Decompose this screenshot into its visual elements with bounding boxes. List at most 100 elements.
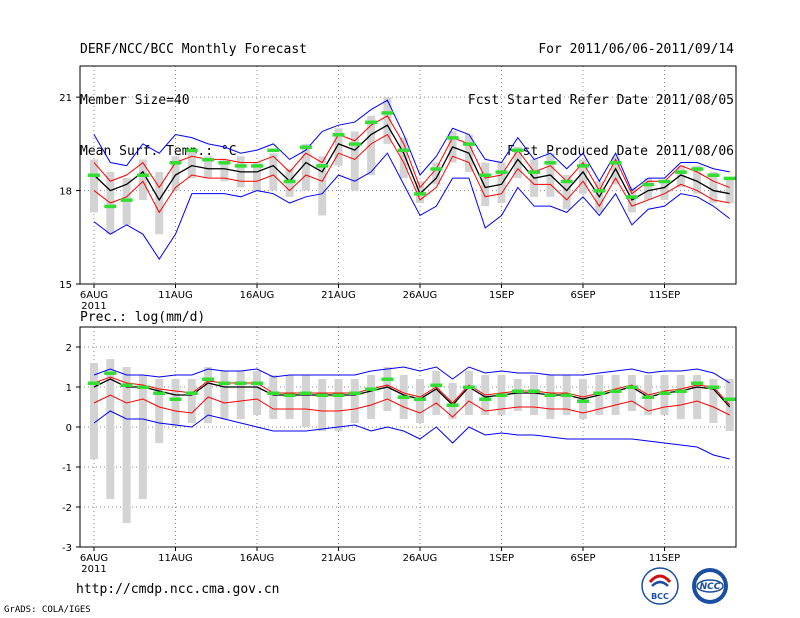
variable-label: Mean Surf. Temp.: °C (80, 144, 237, 159)
prec-observed-mark (169, 397, 182, 401)
prec-observed-mark (691, 381, 704, 385)
temp-xtick-label: 6SEP (570, 290, 595, 301)
prec-range-box (301, 375, 310, 427)
prec-observed-mark (593, 391, 606, 395)
temp-observed-mark (723, 176, 736, 181)
prec-observed-mark (642, 395, 655, 399)
prec-year-label: 2011 (81, 564, 106, 575)
prec-range-box (138, 375, 147, 499)
prec-ytick-label: 1 (66, 383, 72, 394)
prec-range-box (383, 367, 392, 411)
temp-range-box (318, 156, 327, 216)
temp-observed-mark (658, 179, 671, 184)
prec-observed-mark (560, 393, 573, 397)
prec-range-box (464, 371, 473, 415)
prec-observed-mark (348, 391, 361, 395)
prec-observed-mark (397, 395, 410, 399)
temp-observed-mark (251, 164, 263, 168)
prec-observed-mark (707, 385, 720, 389)
prec-observed-mark (723, 397, 736, 401)
temp-range-box (350, 131, 359, 191)
bcc-logo: BCC (641, 567, 679, 605)
prec-observed-mark (414, 397, 426, 401)
temp-range-box (171, 156, 180, 191)
temp-xtick-label: 11AUG (158, 290, 193, 301)
prec-range-box (350, 379, 359, 423)
temp-observed-mark (136, 173, 149, 177)
prec-observed-mark (120, 383, 133, 387)
prec-range-box (171, 379, 180, 427)
temp-xtick-label: 21AUG (321, 290, 356, 301)
prec-ytick-label: 2 (66, 343, 72, 354)
temp-range-box (90, 159, 98, 213)
temp-range-box (725, 178, 734, 204)
temp-observed-mark (267, 148, 280, 153)
prec-range-box (269, 375, 278, 419)
prec-range-box (106, 359, 115, 499)
temp-observed-mark (593, 189, 606, 193)
prec-range-box (334, 379, 343, 431)
prec-range-box (318, 379, 327, 431)
prec-observed-mark (251, 381, 263, 385)
source-url[interactable]: http://cmdp.ncc.cma.gov.cn (76, 582, 280, 597)
prec-line-ensemble-mean (93, 378, 731, 408)
temp-range-box (383, 97, 392, 144)
prec-range-box (611, 375, 620, 415)
temp-range-box (334, 128, 343, 166)
prec-observed-mark (267, 391, 280, 395)
temp-observed-mark (202, 157, 215, 162)
header-right: For 2011/06/06-2011/09/14 Fcst Started R… (468, 12, 734, 180)
temp-observed-mark (414, 192, 426, 196)
temp-observed-mark (185, 148, 198, 153)
temp-observed-mark (625, 195, 638, 199)
temp-observed-mark (430, 167, 443, 171)
prec-observed-mark (658, 391, 671, 395)
prec-xtick-label: 11AUG (158, 553, 193, 564)
temp-observed-mark (495, 170, 508, 174)
temp-xtick-label: 1SEP (489, 290, 514, 301)
prec-range-box (448, 383, 457, 419)
prec-xtick-label: 6AUG (80, 553, 108, 564)
temp-observed-mark (88, 173, 100, 177)
prec-range-box (513, 379, 522, 411)
temp-observed-mark (332, 133, 345, 137)
prec-range-box (155, 379, 164, 443)
temp-year-label: 2011 (81, 301, 106, 312)
prec-range-box (530, 375, 539, 415)
prec-observed-mark (495, 393, 508, 397)
prec-line-mean-std (93, 394, 730, 418)
prec-range-box (236, 371, 245, 419)
prec-observed-mark (202, 377, 215, 381)
chart-title: DERF/NCC/BCC Monthly Forecast (80, 42, 307, 57)
prec-range-box (253, 371, 261, 415)
prec-observed-mark (609, 389, 622, 393)
ncc-logo-text: NCC (700, 582, 721, 592)
produced-date: Fcst Produced Date 2011/08/06 (507, 144, 734, 159)
temp-range-box (253, 162, 261, 191)
bcc-logo-text: BCC (651, 592, 669, 601)
temp-range-box (432, 162, 441, 185)
agency-logos: BCC NCC (641, 567, 728, 605)
temp-range-box (497, 162, 506, 204)
temp-observed-mark (707, 173, 720, 177)
prec-observed-mark (462, 385, 475, 389)
prec-ytick-label: -2 (62, 503, 72, 514)
forecast-period: For 2011/06/06-2011/09/14 (538, 42, 734, 57)
prec-xtick-label: 26AUG (403, 553, 438, 564)
prec-range-box (627, 375, 636, 411)
prec-range-box (676, 375, 685, 419)
temp-range-box (611, 156, 620, 185)
prec-observed-mark (104, 371, 117, 375)
temp-range-box (481, 162, 490, 207)
prec-observed-mark (185, 391, 198, 395)
temp-range-box (644, 178, 653, 200)
prec-xtick-label: 6SEP (570, 553, 595, 564)
temp-observed-mark (299, 145, 312, 149)
prec-range-box (220, 371, 229, 419)
temp-range-box (562, 175, 571, 210)
prec-observed-mark (88, 381, 100, 385)
prec-observed-mark (299, 391, 312, 395)
prec-ytick-label: -1 (62, 463, 72, 474)
prec-observed-mark (218, 381, 231, 385)
prec-range-box (204, 367, 213, 423)
